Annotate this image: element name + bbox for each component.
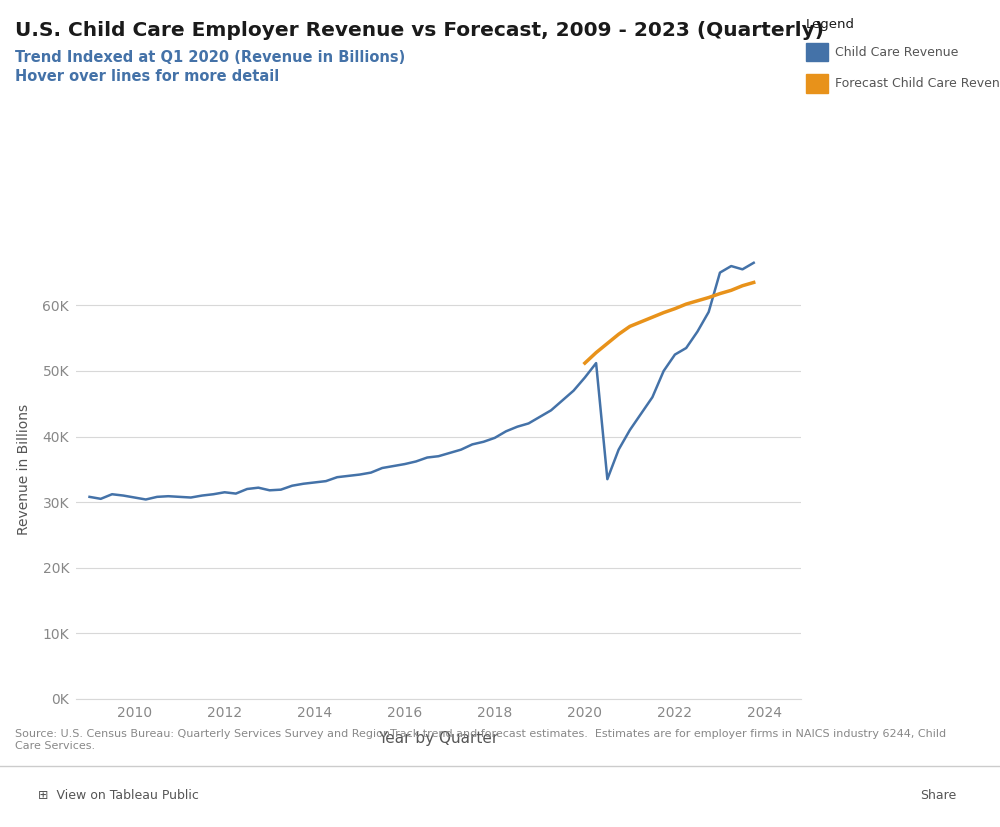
Text: Legend: Legend — [806, 18, 855, 31]
Text: Share: Share — [920, 789, 956, 802]
Text: Forecast Child Care Revenu...: Forecast Child Care Revenu... — [835, 77, 1000, 90]
Y-axis label: Revenue in Billions: Revenue in Billions — [17, 404, 31, 535]
Text: Source: U.S. Census Bureau: Quarterly Services Survey and RegionTrack trend and : Source: U.S. Census Bureau: Quarterly Se… — [15, 729, 946, 751]
Text: U.S. Child Care Employer Revenue vs Forecast, 2009 - 2023 (Quarterly): U.S. Child Care Employer Revenue vs Fore… — [15, 21, 824, 40]
X-axis label: Year by Quarter: Year by Quarter — [378, 731, 499, 746]
Text: Child Care Revenue: Child Care Revenue — [835, 45, 958, 59]
Text: Trend Indexed at Q1 2020 (Revenue in Billions): Trend Indexed at Q1 2020 (Revenue in Bil… — [15, 50, 405, 65]
Text: Hover over lines for more detail: Hover over lines for more detail — [15, 69, 279, 84]
Text: ⊞  View on Tableau Public: ⊞ View on Tableau Public — [38, 789, 199, 802]
